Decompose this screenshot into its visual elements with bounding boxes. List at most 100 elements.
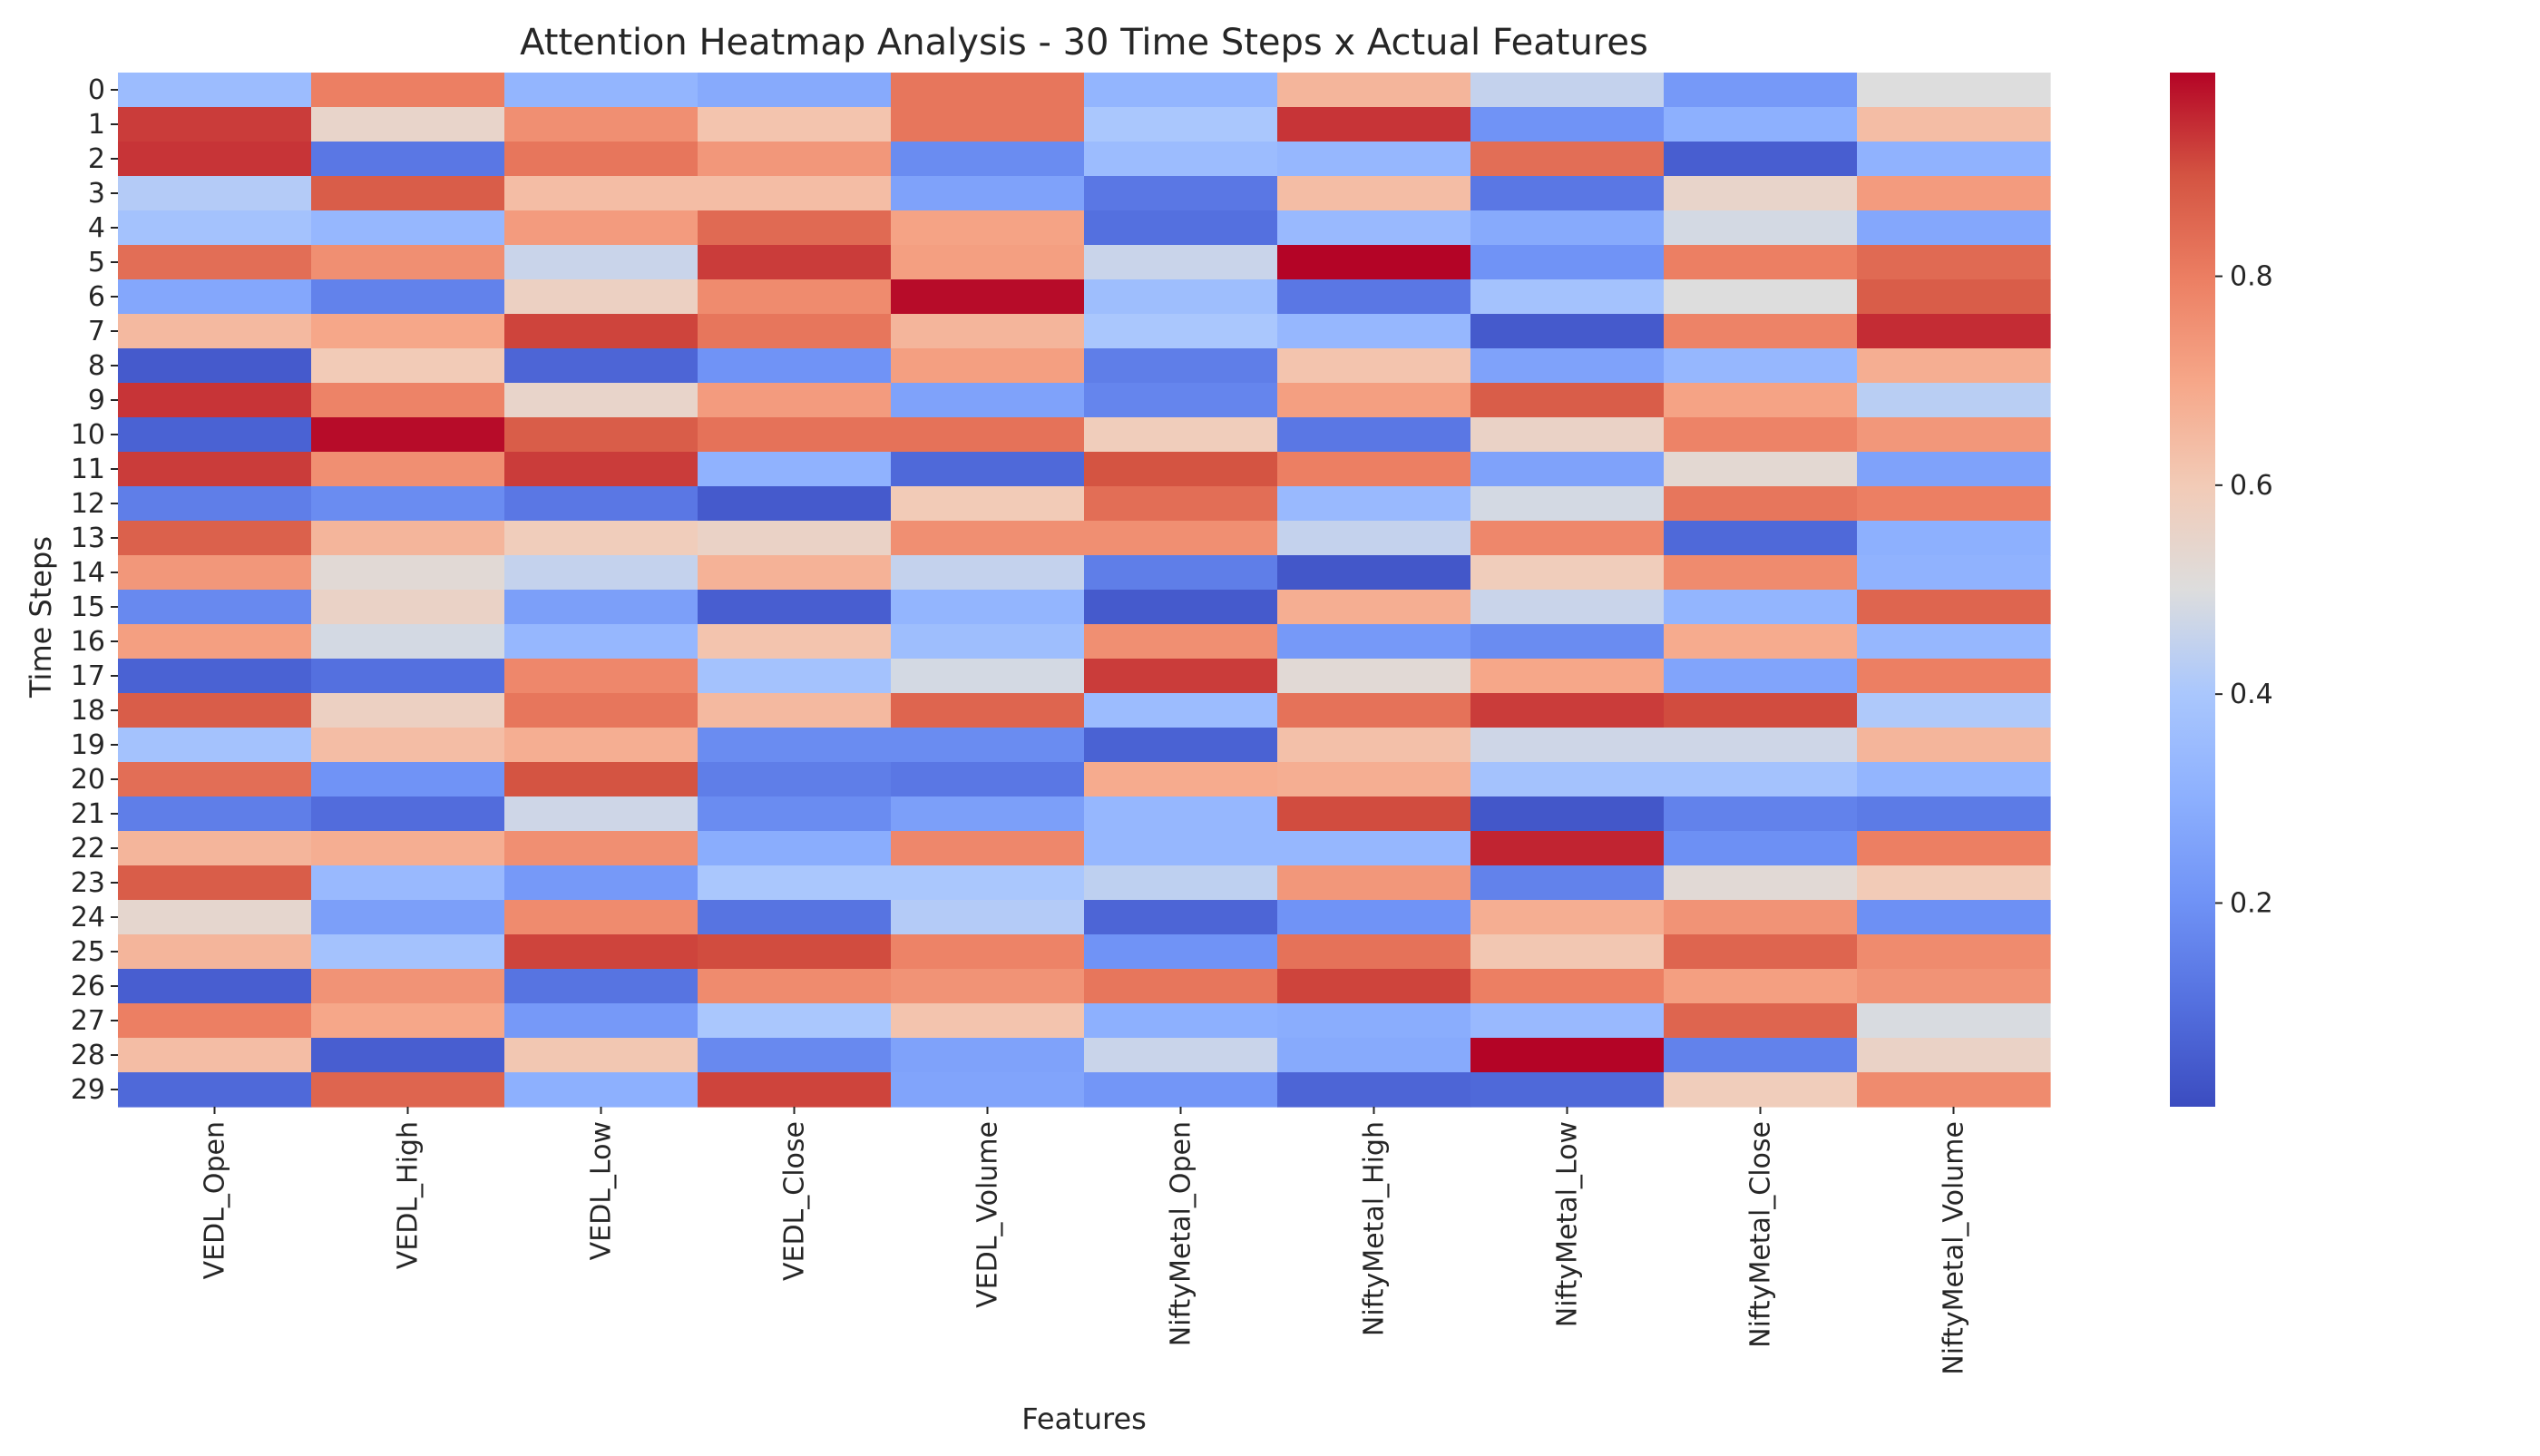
heatmap-cell bbox=[1084, 314, 1278, 349]
heatmap-cell bbox=[891, 1072, 1085, 1108]
heatmap-cell bbox=[1084, 1072, 1278, 1108]
heatmap-cell bbox=[891, 796, 1085, 832]
x-tick-label: NiftyMetal_Close bbox=[1745, 1121, 1777, 1348]
heatmap-cell bbox=[1470, 865, 1665, 901]
heatmap-cell bbox=[1857, 521, 2051, 556]
heatmap-cell bbox=[504, 900, 698, 935]
heatmap-cell bbox=[1470, 590, 1665, 625]
heatmap-cell bbox=[1277, 417, 1471, 453]
heatmap-cell bbox=[311, 693, 505, 728]
heatmap-cell bbox=[1857, 590, 2051, 625]
heatmap-cell bbox=[891, 659, 1085, 694]
heatmap-cell bbox=[311, 176, 505, 211]
heatmap-cell bbox=[1277, 210, 1471, 246]
heatmap-cell bbox=[698, 762, 892, 797]
heatmap-cell bbox=[891, 1003, 1085, 1039]
heatmap-cell bbox=[1664, 486, 1858, 522]
heatmap-cell bbox=[698, 555, 892, 591]
heatmap-cell bbox=[1084, 659, 1278, 694]
y-tick-label: 22 bbox=[71, 833, 105, 865]
heatmap-cell bbox=[1664, 417, 1858, 453]
heatmap-cell bbox=[1664, 1003, 1858, 1039]
heatmap-cell bbox=[1277, 900, 1471, 935]
heatmap-cell bbox=[1470, 176, 1665, 211]
heatmap-cell bbox=[891, 831, 1085, 866]
heatmap-cell bbox=[1084, 142, 1278, 177]
heatmap-cell bbox=[891, 452, 1085, 487]
heatmap-cell bbox=[1857, 900, 2051, 935]
y-tick-label: 18 bbox=[71, 695, 105, 727]
heatmap-cell bbox=[1664, 279, 1858, 315]
y-tick-label: 0 bbox=[88, 74, 105, 106]
heatmap-cell bbox=[1084, 762, 1278, 797]
heatmap-cell bbox=[1664, 865, 1858, 901]
heatmap-cell bbox=[311, 210, 505, 246]
heatmap-cell bbox=[1277, 796, 1471, 832]
heatmap-cell bbox=[1470, 452, 1665, 487]
heatmap-cell bbox=[311, 1038, 505, 1073]
heatmap-cell bbox=[1470, 969, 1665, 1004]
heatmap-cell bbox=[1277, 1038, 1471, 1073]
heatmap-cell bbox=[1084, 865, 1278, 901]
heatmap-cell bbox=[504, 142, 698, 177]
heatmap-cell bbox=[118, 521, 312, 556]
heatmap-cell bbox=[1084, 624, 1278, 660]
heatmap-cell bbox=[891, 142, 1085, 177]
x-tick-label: VEDL_Volume bbox=[972, 1121, 1004, 1308]
heatmap-cell bbox=[504, 762, 698, 797]
heatmap-cell bbox=[698, 1003, 892, 1039]
heatmap-cell bbox=[118, 969, 312, 1004]
heatmap-cell bbox=[891, 176, 1085, 211]
heatmap-cell bbox=[891, 521, 1085, 556]
heatmap-cell bbox=[698, 314, 892, 349]
y-tick-label: 10 bbox=[71, 419, 105, 451]
heatmap-cell bbox=[1470, 934, 1665, 970]
heatmap-cell bbox=[1664, 210, 1858, 246]
heatmap-cell bbox=[1470, 555, 1665, 591]
heatmap-cell bbox=[504, 796, 698, 832]
y-tick-label: 17 bbox=[71, 660, 105, 692]
heatmap-cell bbox=[1857, 107, 2051, 142]
heatmap-cell bbox=[118, 900, 312, 935]
heatmap-cell bbox=[698, 865, 892, 901]
y-tick-label: 11 bbox=[71, 454, 105, 485]
heatmap-cell bbox=[1084, 383, 1278, 418]
heatmap-cell bbox=[698, 659, 892, 694]
y-axis-label: Time Steps bbox=[24, 536, 58, 699]
heatmap-cell bbox=[891, 934, 1085, 970]
heatmap-cell bbox=[311, 417, 505, 453]
heatmap-cell bbox=[1084, 417, 1278, 453]
heatmap-cell bbox=[311, 452, 505, 487]
heatmap-cell bbox=[311, 796, 505, 832]
heatmap-cell bbox=[1664, 590, 1858, 625]
heatmap-cell bbox=[698, 486, 892, 522]
y-tick-label: 26 bbox=[71, 971, 105, 1002]
heatmap-cell bbox=[311, 314, 505, 349]
heatmap-cell bbox=[698, 383, 892, 418]
heatmap-cell bbox=[1470, 417, 1665, 453]
heatmap-cell bbox=[1857, 142, 2051, 177]
heatmap-cell bbox=[1857, 659, 2051, 694]
heatmap-cell bbox=[1664, 969, 1858, 1004]
heatmap-cell bbox=[698, 417, 892, 453]
heatmap-cell bbox=[118, 73, 312, 108]
heatmap-cell bbox=[1470, 521, 1665, 556]
heatmap-cell bbox=[311, 900, 505, 935]
heatmap-cell bbox=[1857, 969, 2051, 1004]
heatmap-cell bbox=[1857, 314, 2051, 349]
heatmap-cell bbox=[1470, 693, 1665, 728]
heatmap-cell bbox=[1857, 245, 2051, 280]
y-tick-label: 20 bbox=[71, 764, 105, 796]
heatmap-cell bbox=[311, 383, 505, 418]
heatmap-cell bbox=[118, 452, 312, 487]
heatmap-cell bbox=[311, 762, 505, 797]
x-tick-label: NiftyMetal_Open bbox=[1166, 1121, 1197, 1346]
heatmap-cell bbox=[1470, 762, 1665, 797]
heatmap-cell bbox=[1664, 176, 1858, 211]
heatmap-cell bbox=[1277, 521, 1471, 556]
heatmap-cell bbox=[504, 452, 698, 487]
heatmap-cell bbox=[1470, 796, 1665, 832]
heatmap-cell bbox=[118, 659, 312, 694]
heatmap-cell bbox=[698, 728, 892, 763]
heatmap-cell bbox=[504, 279, 698, 315]
